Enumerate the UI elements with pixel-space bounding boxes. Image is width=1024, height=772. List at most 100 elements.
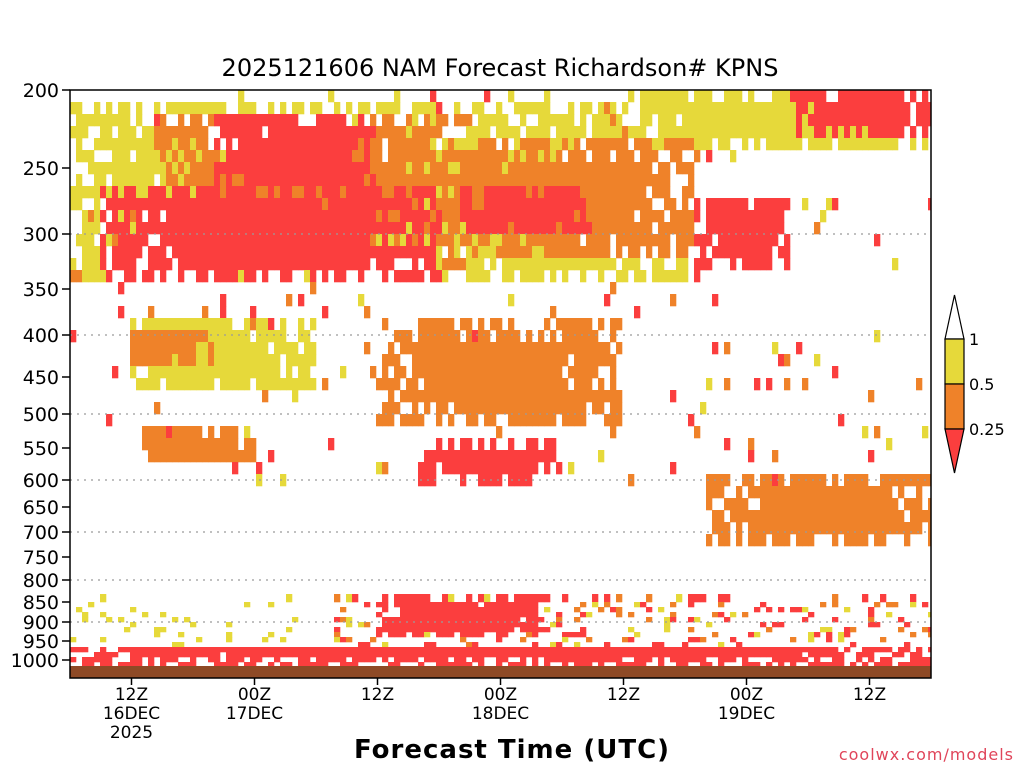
heatmap-cell-red bbox=[292, 174, 299, 187]
heatmap-cell-orange bbox=[526, 354, 533, 367]
heatmap-cell-orange bbox=[430, 354, 437, 367]
heatmap-cell-red bbox=[394, 632, 401, 638]
heatmap-cell-red bbox=[796, 90, 803, 103]
heatmap-cell-yellow bbox=[688, 102, 695, 115]
heatmap-cell-orange bbox=[454, 342, 461, 355]
heatmap-cell-red bbox=[250, 258, 257, 271]
heatmap-cell-red bbox=[262, 270, 269, 283]
heatmap-cell-red bbox=[388, 647, 395, 653]
heatmap-cell-red bbox=[250, 174, 257, 187]
heatmap-cell-orange bbox=[442, 354, 449, 367]
x-tick-label: 12Z bbox=[361, 685, 394, 705]
heatmap-cell-red bbox=[328, 652, 335, 658]
heatmap-cell-orange bbox=[574, 366, 581, 379]
heatmap-cell-red bbox=[250, 647, 257, 653]
heatmap-cell-yellow bbox=[76, 607, 83, 613]
heatmap-cell-red bbox=[358, 210, 365, 223]
heatmap-cell-red bbox=[154, 258, 161, 271]
heatmap-cell-yellow bbox=[532, 270, 539, 283]
heatmap-cell-red bbox=[418, 647, 425, 653]
heatmap-cell-red bbox=[562, 632, 569, 638]
heatmap-cell-red bbox=[652, 642, 659, 648]
heatmap-cell-yellow bbox=[472, 258, 479, 271]
heatmap-cell-red bbox=[256, 162, 263, 175]
heatmap-cell-red bbox=[694, 270, 701, 283]
heatmap-cell-orange bbox=[652, 210, 659, 223]
heatmap-cell-red bbox=[382, 258, 389, 271]
heatmap-cell-orange bbox=[196, 138, 203, 151]
heatmap-cell-orange bbox=[616, 342, 623, 355]
heatmap-cell-orange bbox=[502, 150, 509, 163]
heatmap-cell-orange bbox=[622, 150, 629, 163]
heatmap-cell-red bbox=[436, 612, 443, 618]
heatmap-cell-orange bbox=[640, 222, 647, 235]
heatmap-cell-yellow bbox=[742, 126, 749, 139]
heatmap-cell-yellow bbox=[538, 246, 545, 259]
heatmap-cell-red bbox=[736, 647, 743, 653]
heatmap-cell-red bbox=[484, 186, 491, 199]
heatmap-cell-yellow bbox=[340, 366, 347, 379]
heatmap-cell-yellow bbox=[544, 102, 551, 115]
heatmap-cell-yellow bbox=[604, 258, 611, 271]
heatmap-cell-orange bbox=[862, 474, 869, 487]
heatmap-cell-red bbox=[376, 222, 383, 235]
heatmap-cell-yellow bbox=[448, 186, 455, 199]
heatmap-cell-orange bbox=[820, 522, 827, 535]
heatmap-cell-red bbox=[682, 652, 689, 658]
heatmap-cell-red bbox=[766, 258, 773, 271]
heatmap-cell-red bbox=[412, 246, 419, 259]
heatmap-cell-red bbox=[808, 662, 815, 667]
heatmap-cell-red bbox=[472, 627, 479, 633]
heatmap-cell-orange bbox=[442, 318, 449, 331]
heatmap-cell-red bbox=[928, 627, 932, 633]
heatmap-cell-orange bbox=[160, 354, 167, 367]
heatmap-cell-orange bbox=[634, 138, 641, 151]
heatmap-cell-red bbox=[424, 462, 431, 475]
heatmap-cell-orange bbox=[430, 318, 437, 331]
heatmap-cell-yellow bbox=[346, 594, 353, 603]
heatmap-cell-yellow bbox=[484, 126, 491, 139]
heatmap-cell-red bbox=[586, 657, 593, 663]
heatmap-cell-orange bbox=[442, 234, 449, 247]
heatmap-cell-red bbox=[460, 622, 467, 628]
heatmap-cell-red bbox=[370, 222, 377, 235]
heatmap-cell-orange bbox=[562, 162, 569, 175]
heatmap-cell-orange bbox=[916, 522, 923, 535]
heatmap-cell-yellow bbox=[82, 114, 89, 127]
heatmap-cell-orange bbox=[538, 330, 545, 343]
heatmap-cell-red bbox=[226, 186, 233, 199]
heatmap-cell-orange bbox=[634, 246, 641, 259]
heatmap-cell-red bbox=[382, 617, 389, 623]
heatmap-cell-red bbox=[706, 198, 713, 211]
heatmap-cell-red bbox=[136, 234, 143, 247]
heatmap-cell-red bbox=[484, 617, 491, 623]
heatmap-cell-orange bbox=[574, 174, 581, 187]
heatmap-cell-orange bbox=[910, 522, 917, 535]
heatmap-cell-orange bbox=[664, 198, 671, 211]
heatmap-cell-yellow bbox=[268, 366, 275, 379]
heatmap-cell-red bbox=[340, 162, 347, 175]
heatmap-cell-red bbox=[406, 602, 413, 608]
heatmap-cell-red bbox=[148, 186, 155, 199]
heatmap-cell-red bbox=[190, 657, 197, 663]
heatmap-cell-red bbox=[508, 462, 515, 475]
heatmap-cell-orange bbox=[844, 498, 851, 511]
heatmap-cell-orange bbox=[484, 354, 491, 367]
heatmap-cell-yellow bbox=[136, 378, 143, 391]
heatmap-cell-orange bbox=[508, 402, 515, 415]
heatmap-cell-red bbox=[196, 186, 203, 199]
heatmap-cell-red bbox=[904, 642, 911, 648]
heatmap-cell-red bbox=[532, 210, 539, 223]
heatmap-cell-orange bbox=[676, 222, 683, 235]
heatmap-cell-orange bbox=[508, 222, 515, 235]
heatmap-cell-red bbox=[718, 657, 725, 663]
heatmap-cell-orange bbox=[502, 246, 509, 259]
heatmap-cell-red bbox=[346, 652, 353, 658]
heatmap-cell-yellow bbox=[484, 270, 491, 283]
heatmap-cell-red bbox=[298, 647, 305, 653]
heatmap-cell-red bbox=[466, 627, 473, 633]
heatmap-cell-yellow bbox=[94, 246, 101, 259]
heatmap-cell-red bbox=[448, 607, 455, 613]
heatmap-cell-orange bbox=[598, 390, 605, 403]
heatmap-cell-red bbox=[874, 102, 881, 115]
